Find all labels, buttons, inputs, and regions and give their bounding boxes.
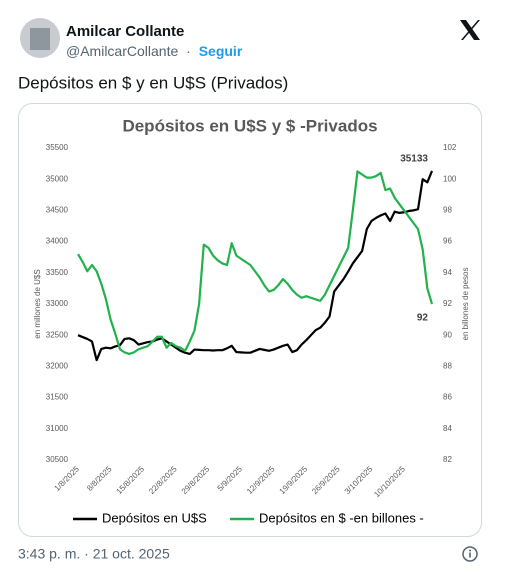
- y-tick-label: 32500: [46, 330, 69, 339]
- info-stem: [469, 552, 471, 558]
- info-dot: [469, 549, 471, 552]
- y2-tick-label: 92: [443, 299, 452, 308]
- y-tick-label: 32000: [46, 362, 69, 371]
- legend-label: Depósitos en U$S: [102, 510, 207, 525]
- data-label: 92: [417, 313, 429, 324]
- media-card[interactable]: [18, 103, 482, 537]
- chart-title: Depósitos en U$S y $ -Privados: [122, 116, 377, 135]
- y2-tick-label: 98: [443, 206, 452, 215]
- y2-tick-label: 90: [443, 330, 452, 339]
- tweet-text: Depósitos en $ y en U$S (Privados): [18, 73, 288, 92]
- y-tick-label: 34000: [46, 237, 69, 246]
- y2-tick-label: 102: [443, 143, 457, 152]
- y-tick-label: 33000: [46, 299, 69, 308]
- y2-tick-label: 96: [443, 237, 452, 246]
- x-logo-stroke: [461, 20, 480, 40]
- y2-tick-label: 84: [443, 424, 452, 433]
- series-line: [77, 170, 434, 362]
- y-tick-label: 34500: [46, 206, 69, 215]
- separator: ·: [186, 43, 191, 59]
- y2-tick-label: 94: [443, 268, 452, 277]
- legend-label: Depósitos en $ -en billones -: [259, 510, 424, 525]
- y-tick-label: 35000: [46, 174, 69, 183]
- y2-tick-label: 100: [443, 174, 457, 183]
- handle-line: @AmilcarCollante · Seguir: [66, 43, 243, 59]
- handle[interactable]: @AmilcarCollante: [66, 43, 178, 59]
- x-logo[interactable]: [460, 20, 480, 40]
- series-line: [77, 170, 434, 356]
- follow-button[interactable]: Seguir: [199, 43, 243, 59]
- y2-tick-label: 82: [443, 455, 452, 464]
- y-axis-label: en millones de U$S: [33, 269, 42, 338]
- y2-tick-label: 86: [443, 393, 452, 402]
- data-label: 35133: [400, 154, 428, 165]
- avatar-figure: [30, 28, 50, 50]
- y-tick-label: 31500: [46, 393, 69, 402]
- y-tick-label: 33500: [46, 268, 69, 277]
- info-circle: [462, 546, 478, 562]
- y-tick-label: 30500: [46, 455, 69, 464]
- y2-axis-label: en billones de pesos: [461, 268, 470, 341]
- y-tick-label: 31000: [46, 424, 69, 433]
- y-tick-label: 35500: [46, 143, 69, 152]
- y2-tick-label: 88: [443, 362, 452, 371]
- author-name[interactable]: Amilcar Collante: [66, 23, 184, 40]
- info-icon[interactable]: [462, 546, 478, 562]
- timestamp[interactable]: 3:43 p. m. · 21 oct. 2025: [18, 546, 170, 562]
